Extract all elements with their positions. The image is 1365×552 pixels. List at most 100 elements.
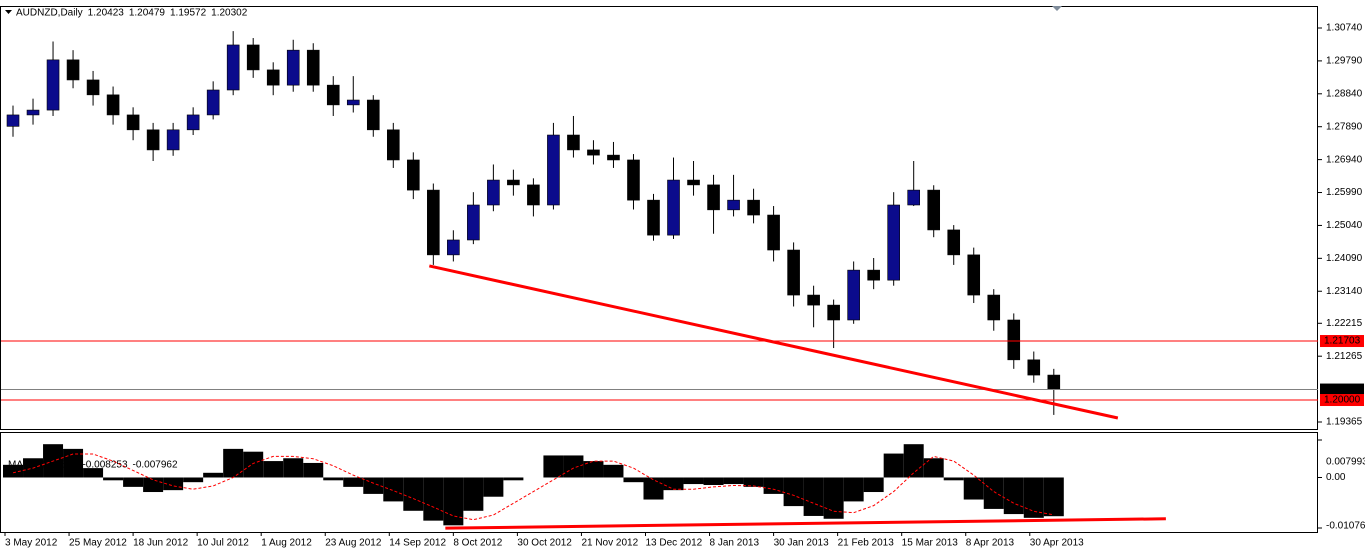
histogram-bar	[923, 458, 944, 478]
candle-body	[106, 94, 120, 116]
histogram-bar	[403, 477, 424, 511]
candle-body	[447, 239, 460, 256]
candle-body	[427, 189, 440, 256]
histogram-bar	[123, 477, 144, 487]
histogram-bar	[103, 477, 124, 481]
candle-body	[86, 79, 100, 96]
histogram-bar	[703, 477, 724, 485]
histogram-bar	[163, 477, 184, 491]
histogram-bar	[643, 477, 664, 500]
y-tick-label: 1.25990	[1326, 187, 1363, 198]
x-tick-label: 30 Oct 2012	[517, 538, 572, 549]
x-tick-label: 30 Jan 2013	[774, 538, 829, 549]
candle-body	[507, 179, 520, 186]
candle-body	[907, 189, 920, 206]
candle-body	[627, 159, 640, 201]
histogram-bar	[143, 477, 164, 493]
candle-body	[346, 99, 360, 106]
price-label-box	[1320, 383, 1364, 396]
histogram-bar	[983, 477, 1004, 509]
x-tick-label: 21 Feb 2013	[838, 538, 895, 549]
candle-body	[587, 149, 600, 156]
x-tick-label: 10 Jul 2012	[197, 538, 249, 549]
histogram-bar	[1003, 477, 1024, 515]
header-value: 1.20423	[88, 8, 125, 19]
y-tick-label: 1.26940	[1326, 154, 1363, 165]
candle-body	[927, 189, 941, 231]
histogram-bar	[363, 477, 384, 494]
y-tick-label: 1.21265	[1326, 351, 1363, 362]
candle-body	[1027, 359, 1041, 376]
histogram-bar	[763, 477, 784, 494]
candle-body	[787, 249, 800, 296]
shift-marker	[1052, 6, 1062, 11]
histogram-bar	[823, 477, 844, 519]
candle-body	[827, 304, 840, 321]
histogram-bar	[623, 477, 644, 483]
candle-body	[647, 199, 660, 236]
y-tick-label: 1.27890	[1326, 121, 1363, 132]
candle-body	[487, 179, 500, 206]
trend-line	[429, 264, 1119, 420]
histogram-bar	[743, 477, 764, 487]
candle-body	[987, 294, 1001, 321]
histogram-bar	[863, 477, 884, 493]
histogram-bar	[303, 462, 324, 478]
menu-arrow[interactable]	[5, 10, 12, 14]
histogram-bar	[663, 477, 684, 491]
histogram-bar	[1043, 477, 1064, 517]
x-tick-label: 25 May 2012	[69, 538, 127, 549]
candle-body	[807, 294, 820, 306]
y-tick-label: 1.30740	[1326, 23, 1363, 34]
histogram-bar	[683, 477, 704, 485]
y-tick-label: 1.24090	[1326, 253, 1363, 264]
histogram-bar	[483, 477, 504, 497]
candle-body	[407, 159, 420, 191]
histogram-bar	[243, 451, 264, 478]
histogram-bar	[423, 477, 444, 521]
candle-body	[266, 69, 280, 86]
candle-body	[46, 59, 60, 111]
histogram-bar	[843, 477, 864, 502]
candle-body	[66, 59, 80, 81]
header-value: 1.20479	[129, 8, 166, 19]
y-tick-label: 0.00	[1326, 472, 1346, 483]
histogram-bar	[883, 453, 904, 478]
x-tick-label: 3 May 2012	[5, 538, 58, 549]
candle-body	[567, 134, 580, 151]
price-label: 1.20302	[1324, 384, 1361, 395]
candle-body	[947, 229, 961, 256]
histogram-bar	[723, 477, 744, 485]
histogram-bar	[963, 477, 984, 500]
candle-body	[146, 129, 160, 151]
candle-body	[26, 109, 40, 116]
candle-body	[607, 154, 620, 161]
candle-body	[226, 44, 240, 91]
candle-body	[306, 49, 320, 86]
signal-line	[12, 453, 1054, 521]
chart-title: AUDNZD,Daily	[16, 8, 83, 19]
macd-panel-frame	[0, 432, 1318, 533]
y-tick-label: 1.25040	[1326, 220, 1363, 231]
y-tick-label: 1.28840	[1326, 88, 1363, 99]
candle-body	[467, 204, 480, 241]
histogram-bar	[263, 461, 284, 478]
candle-body	[206, 89, 220, 116]
histogram-bar	[3, 464, 24, 478]
candle-body	[967, 254, 981, 296]
histogram-bar	[903, 444, 924, 478]
histogram-bar	[323, 477, 344, 481]
histogram-bar	[83, 468, 104, 478]
price-label: 1.21703	[1324, 336, 1361, 347]
candle-body	[687, 179, 700, 186]
y-tick-label: 1.22215	[1326, 318, 1363, 329]
histogram-bar	[203, 472, 224, 478]
candle-body	[186, 114, 200, 131]
candle-body	[727, 199, 740, 211]
header-value: 1.20302	[211, 8, 248, 19]
histogram-bar	[783, 477, 804, 507]
candle-body	[547, 134, 560, 206]
header-value: 1.19572	[170, 8, 207, 19]
candle-body	[246, 44, 260, 71]
